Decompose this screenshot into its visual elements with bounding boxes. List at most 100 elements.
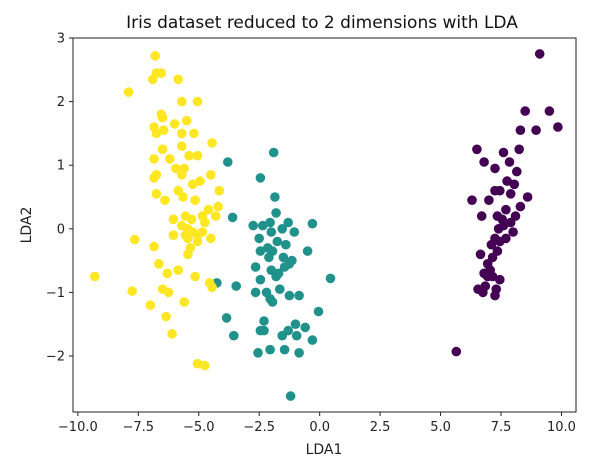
data-point [177,170,187,180]
data-point [514,144,524,155]
data-point [495,236,505,247]
data-point [502,176,512,186]
data-point [168,214,179,225]
data-point [266,227,277,237]
x-axis-ticks: −10.0 −7.5 −5.0 −2.5 0.0 2.5 5.0 7.5 10.0 [58,412,576,435]
data-point [254,233,264,244]
data-point [265,344,275,355]
data-point [294,290,304,301]
data-point [181,115,192,126]
data-point [168,230,179,240]
data-point [313,306,324,317]
data-point [289,227,300,237]
data-point [173,74,183,85]
x-tick-label: 7.5 [491,420,512,435]
data-point [487,271,498,282]
data-point [290,319,301,330]
data-point [192,358,203,369]
data-point [171,163,181,174]
chart-title: Iris dataset reduced to 2 dimensions wit… [126,13,518,33]
y-tick-label: 1 [57,159,65,174]
data-point [206,233,216,244]
data-point [145,300,156,310]
data-point [250,262,261,272]
data-point [553,122,563,132]
data-point [123,87,134,97]
data-point [493,224,504,234]
data-point [214,185,225,196]
x-tick-label: 10.0 [547,420,576,435]
y-tick-label: −2 [46,350,65,365]
data-point [501,204,511,215]
data-point [270,192,280,202]
data-point [515,125,526,135]
x-tick-label: −5.0 [183,420,215,435]
data-point [248,220,258,231]
data-point [183,249,193,260]
data-point [158,125,169,135]
data-point [534,49,545,59]
data-point [190,195,200,205]
data-point [504,157,515,167]
data-point [451,346,462,357]
data-point [156,68,167,78]
data-point [467,195,477,205]
data-point [192,150,203,161]
data-point [283,217,294,228]
data-point [129,234,140,245]
data-point [179,297,189,307]
y-axis-ticks: −2 −1 0 1 2 3 [46,32,73,365]
data-point [149,241,159,252]
watermark-text: 知乎 @王几行xing [468,433,586,450]
data-point [264,252,274,263]
data-point [302,246,313,256]
data-point [187,179,198,190]
data-point [190,271,200,282]
x-tick-label: −10.0 [58,420,98,435]
y-tick-label: 0 [57,222,65,237]
data-point [253,348,263,358]
x-tick-label: 2.5 [370,420,391,435]
data-point [184,150,194,161]
y-tick-label: 3 [57,32,65,47]
data-point [268,147,279,158]
data-point [265,217,275,228]
data-point [186,214,197,225]
data-point [177,96,187,107]
data-point [300,322,311,333]
data-point [90,271,100,282]
data-point [544,106,555,116]
data-point [148,74,158,85]
x-tick-label: 0.0 [309,420,330,435]
data-point [203,204,214,215]
data-point [505,217,516,228]
data-point [505,189,516,199]
data-point [231,281,241,291]
data-point [279,344,290,355]
data-point [177,141,187,151]
data-point [200,217,210,228]
data-points [90,49,563,401]
plot-area-frame [72,37,577,413]
data-point [475,249,486,260]
data-point [207,138,217,148]
data-point [210,211,221,221]
data-point [160,195,170,205]
data-point [495,274,505,285]
data-point [151,189,162,199]
data-point [161,311,171,322]
data-point [512,166,522,177]
data-point [479,157,489,167]
data-point [127,286,137,296]
data-point [531,125,541,135]
x-axis-label: LDA1 [306,442,343,458]
data-point [486,239,497,250]
data-point [162,268,173,279]
data-point [157,144,168,155]
data-point [164,154,175,164]
data-point [520,106,530,116]
data-point [189,128,199,139]
data-point [281,239,291,250]
data-point [278,252,289,263]
data-point [200,360,210,371]
